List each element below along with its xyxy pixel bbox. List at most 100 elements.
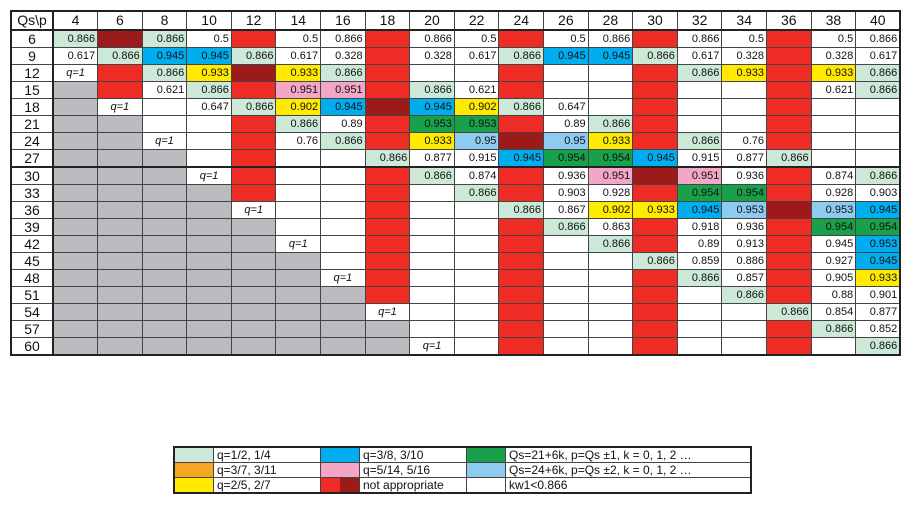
- table-cell: [52, 303, 99, 321]
- table-cell: 0.953: [810, 201, 857, 219]
- table-cell: [409, 269, 455, 287]
- table-cell: [186, 218, 232, 236]
- table-cell: [52, 269, 99, 287]
- row-header: 36: [10, 201, 54, 219]
- table-cell: [632, 98, 678, 116]
- table-cell: q=1: [141, 132, 188, 150]
- table-cell: 0.933: [186, 64, 232, 82]
- table-row: 15 0.621 0.866 0.951 0.951 0.866 0.621 0.621 0.8…: [10, 81, 901, 99]
- table-cell: [453, 218, 500, 236]
- table-cell: 0.877: [409, 149, 455, 168]
- table-cell: 0.866: [543, 218, 589, 236]
- table-cell: 0.852: [855, 320, 901, 338]
- table-cell: [409, 218, 455, 236]
- table-cell: [141, 269, 188, 287]
- legend-row-1: q=1/2, 1/4 q=3/8, 3/10 Qs=21+6k, p=Qs ±1…: [173, 446, 752, 463]
- legend-swatch-q38: [320, 446, 360, 463]
- winding-factor-table: Qs\p 4 6 8 10 12 14 16 18 20 22 24 26 28 30 32 34 36 38 40 6…: [10, 10, 902, 356]
- table-cell: [498, 64, 545, 82]
- table-cell: [97, 235, 143, 253]
- column-header: 28: [587, 10, 634, 31]
- table-cell: [587, 252, 634, 270]
- table-cell: 0.866: [766, 303, 812, 321]
- table-cell: 0.859: [676, 252, 723, 270]
- table-cell: 0.854: [810, 303, 857, 321]
- table-cell: 0.945: [855, 252, 901, 270]
- table-cell: [766, 252, 812, 270]
- table-cell: [632, 166, 678, 185]
- table-cell: [275, 166, 322, 185]
- table-cell: [186, 184, 232, 202]
- table-cell: [141, 166, 188, 185]
- table-cell: 0.328: [320, 47, 366, 65]
- table-cell: [364, 184, 411, 202]
- column-header: 32: [676, 10, 723, 31]
- table-cell: 0.951: [676, 166, 723, 185]
- table-cell: [766, 47, 812, 65]
- legend-label-qs21: Qs=21+6k, p=Qs ±1, k = 0, 1, 2 …: [505, 446, 752, 463]
- table-cell: [364, 29, 411, 48]
- table-cell: 0.617: [275, 47, 322, 65]
- table-cell: [498, 29, 545, 48]
- table-row: 18 q=1 0.647 0.866 0.902 0.945 0.945 0.902 0.866…: [10, 98, 901, 116]
- legend-label-qs24: Qs=24+6k, p=Qs ±2, k = 0, 1, 2 …: [505, 462, 752, 478]
- legend-label-kw: kw1<0.866: [505, 477, 752, 494]
- table-cell: [364, 235, 411, 253]
- row-header: 6: [10, 29, 54, 48]
- table-cell: 0.617: [52, 47, 99, 65]
- table-cell: [320, 286, 366, 304]
- table-cell: 0.617: [676, 47, 723, 65]
- table-row: 21 0.866 0.89 0.953 0.953 0.89 0.866: [10, 115, 901, 133]
- table-cell: [632, 218, 678, 236]
- table-cell: 0.951: [587, 166, 634, 185]
- table-cell: [97, 286, 143, 304]
- table-cell: [364, 286, 411, 304]
- table-cell: [52, 132, 99, 150]
- table-cell: [141, 149, 188, 168]
- table-cell: 0.945: [320, 98, 366, 116]
- table-cell: [52, 115, 99, 133]
- table-cell: 0.866: [52, 29, 99, 48]
- table-cell: [498, 269, 545, 287]
- column-header: 10: [186, 10, 232, 31]
- table-cell: [52, 184, 99, 202]
- legend-swatch-qs21: [466, 446, 506, 463]
- table-cell: [364, 218, 411, 236]
- table-cell: [230, 81, 277, 99]
- table-cell: [632, 115, 678, 133]
- table-cell: [275, 303, 322, 321]
- table-cell: [275, 184, 322, 202]
- table-cell: 0.866: [141, 64, 188, 82]
- table-cell: 0.617: [855, 47, 901, 65]
- table-cell: [52, 166, 99, 185]
- table-row: 24 q=1 0.76 0.866 0.933 0.95 0.95 0.933 0.866 0.7…: [10, 132, 901, 150]
- table-cell: 0.913: [721, 235, 767, 253]
- table-cell: 0.954: [587, 149, 634, 168]
- table-cell: [320, 235, 366, 253]
- row-header: 30: [10, 166, 54, 185]
- table-row: 57 0.866 0.852: [10, 320, 901, 338]
- table-cell: 0.953: [721, 201, 767, 219]
- table-cell: [453, 320, 500, 338]
- table-cell: [498, 81, 545, 99]
- table-cell: [543, 252, 589, 270]
- table-cell: 0.936: [721, 166, 767, 185]
- table-row: 30 q=1 0.866 0.874 0.936 0.951 0.951 0.936 0.874…: [10, 166, 901, 185]
- table-cell: [275, 149, 322, 168]
- table-cell: [498, 166, 545, 185]
- table-cell: 0.647: [543, 98, 589, 116]
- table-cell: [409, 303, 455, 321]
- table-cell: 0.866: [676, 29, 723, 48]
- table-cell: 0.953: [409, 115, 455, 133]
- table-cell: [498, 235, 545, 253]
- table-cell: [766, 184, 812, 202]
- table-cell: [97, 184, 143, 202]
- table-cell: [230, 269, 277, 287]
- table-cell: 0.874: [810, 166, 857, 185]
- table-cell: 0.89: [543, 115, 589, 133]
- table-cell: 0.902: [453, 98, 500, 116]
- table-row: 60 q=1 0.866: [10, 337, 901, 356]
- table-cell: 0.903: [855, 184, 901, 202]
- table-cell: q=1: [320, 269, 366, 287]
- table-cell: 0.866: [587, 235, 634, 253]
